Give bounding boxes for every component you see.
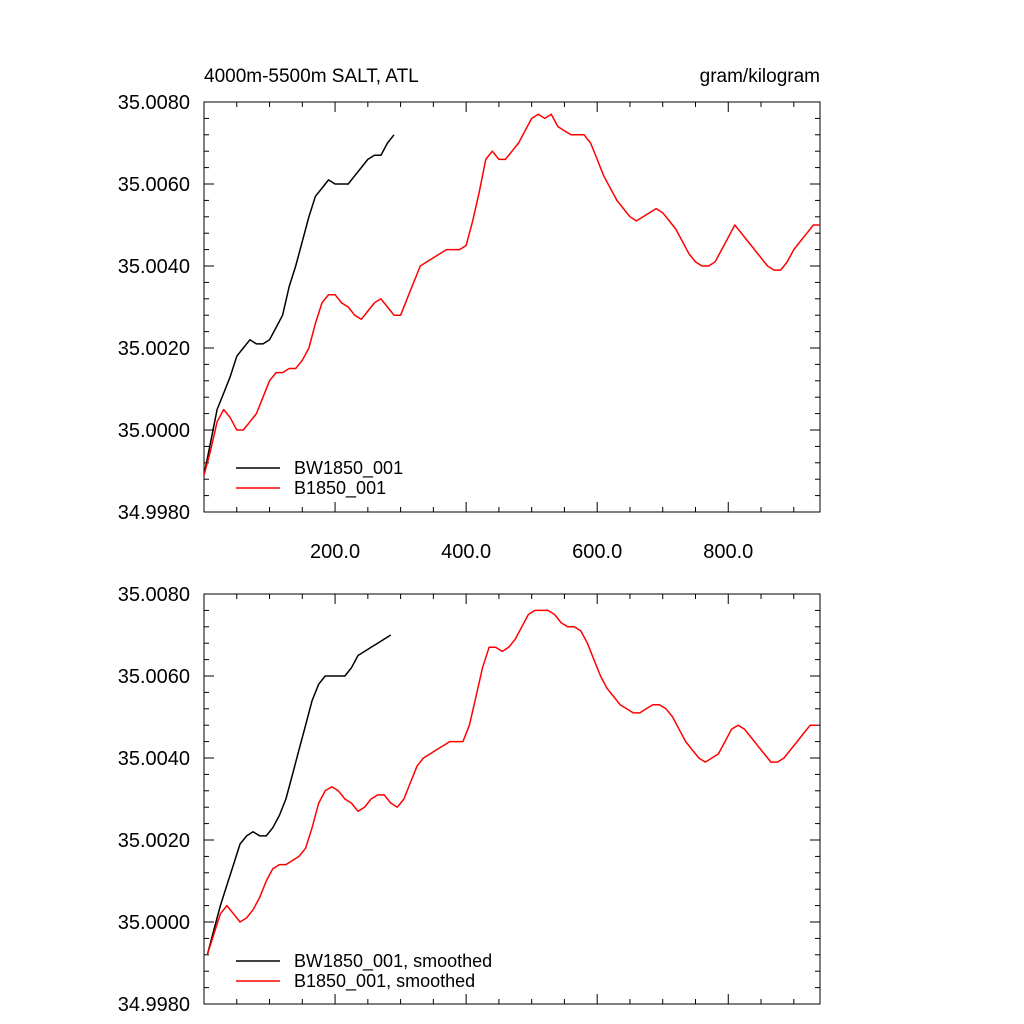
bottom-panel: 34.9980 35.0000 35.0020 35.0040 35.0060 35.00…	[118, 584, 821, 1016]
chart-title: 4000m-5500m SALT, ATL	[204, 66, 419, 87]
series-line-bw1850	[206, 634, 392, 955]
y-tick-label: 35.0000	[118, 420, 190, 442]
legend-label: BW1850_001	[294, 458, 403, 479]
legend-label: BW1850_001, smoothed	[294, 951, 492, 972]
series-line-bw1850	[204, 134, 395, 476]
y-tick-label: 34.9980	[118, 994, 190, 1016]
x-tick-label: 200.0	[310, 541, 360, 563]
legend-label: B1850_001, smoothed	[294, 971, 475, 992]
y-tick-label: 35.0080	[118, 92, 190, 114]
y-tick-label: 35.0040	[118, 748, 190, 770]
x-tick-label: 800.0	[703, 541, 753, 563]
y-tick-label: 35.0060	[118, 666, 190, 688]
y-tick-label: 35.0060	[118, 174, 190, 196]
y-tick-label: 35.0020	[118, 830, 190, 852]
series-line-b1850	[206, 609, 817, 956]
y-tick-label: 35.0000	[118, 912, 190, 934]
legend-label: B1850_001	[294, 478, 386, 499]
y-tick-label: 34.9980	[118, 502, 190, 524]
y-tick-label: 35.0020	[118, 338, 190, 360]
plot-frame	[203, 593, 821, 1005]
x-tick-label: 600.0	[572, 541, 622, 563]
series-line-b1850	[204, 113, 820, 476]
top-panel: 34.9980 35.0000 35.0020 35.0040 35.0060 35.00…	[118, 66, 821, 563]
x-tick-label: 400.0	[441, 541, 491, 563]
plot-frame	[203, 101, 821, 513]
y-tick-label: 35.0040	[118, 256, 190, 278]
units-label: gram/kilogram	[700, 66, 820, 87]
y-tick-label: 35.0080	[118, 584, 190, 606]
